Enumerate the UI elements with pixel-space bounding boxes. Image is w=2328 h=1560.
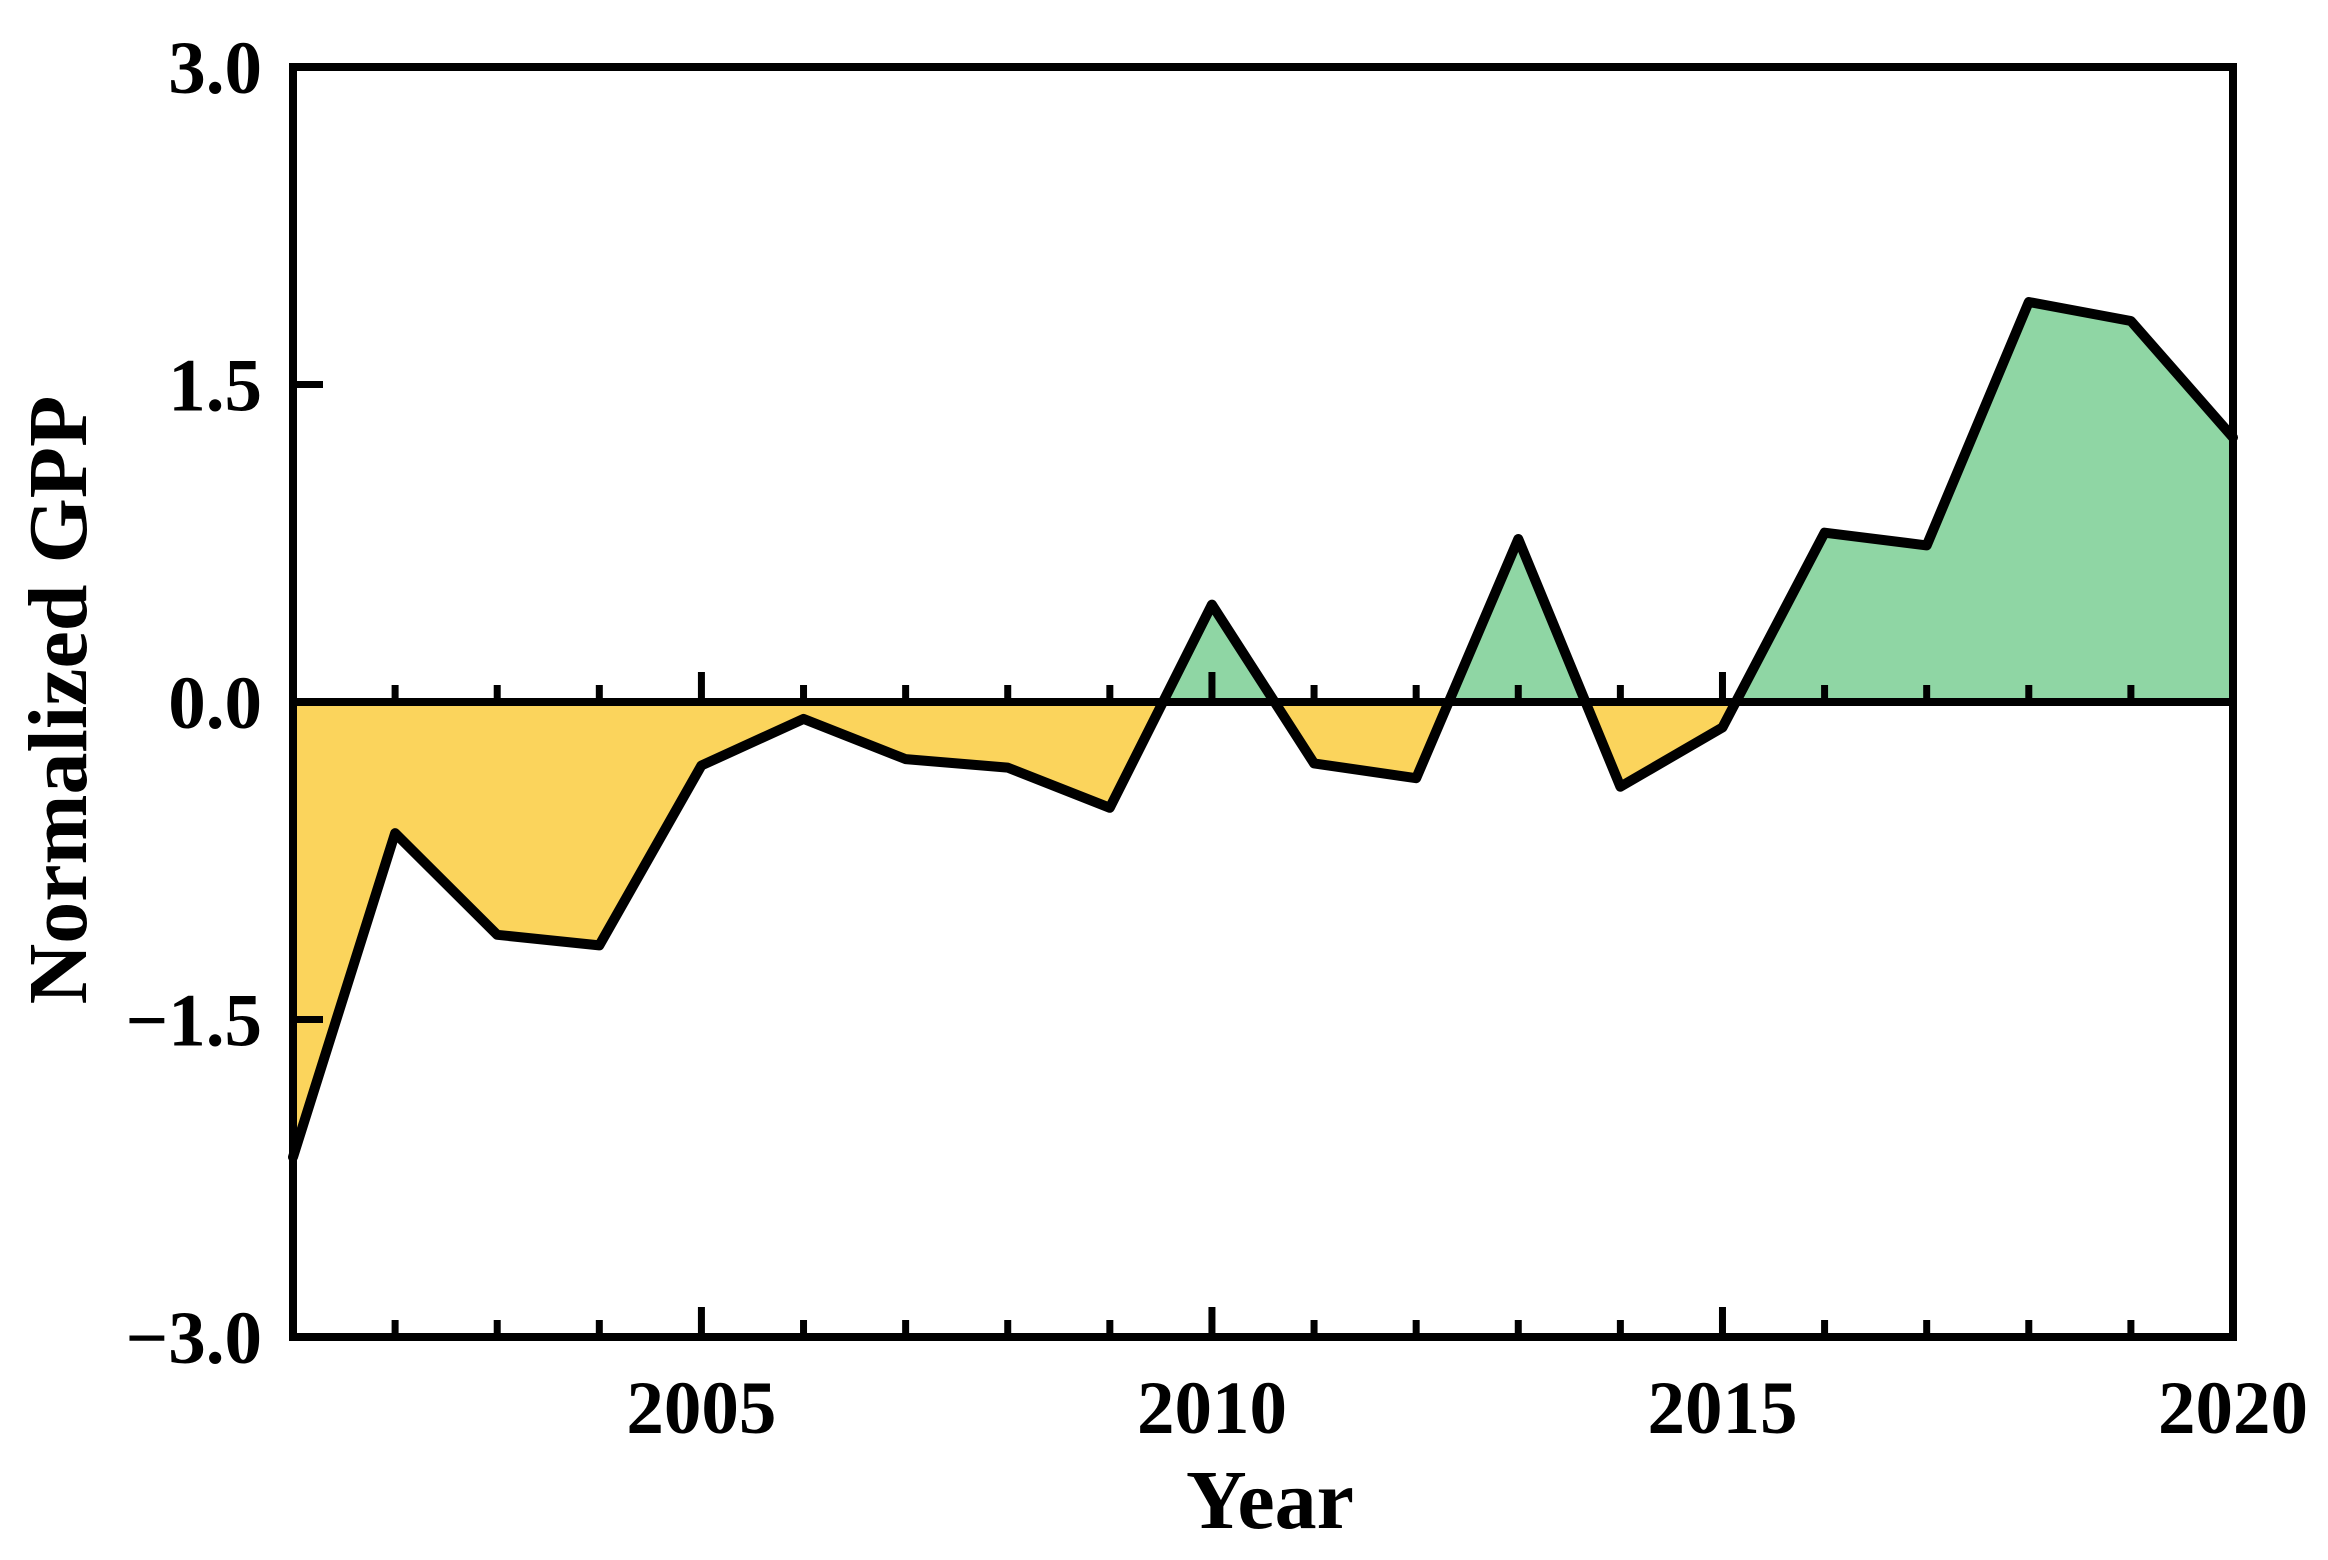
y-tick-label: 1.5 [168,345,262,428]
gpp-data-line [288,297,2238,1163]
positive-area-fill [293,302,2233,702]
x-tick-label: 2015 [1647,1367,1797,1450]
area-fills [293,302,2233,1158]
y-tick-label: 0.0 [168,662,262,745]
y-tick-label: −3.0 [126,1297,263,1380]
x-tick-label: 2020 [2158,1367,2308,1450]
x-tick-labels: 2005 2010 2015 2020 [626,1367,2308,1450]
y-tick-label: 3.0 [168,27,262,110]
plot-frame [289,63,2237,1341]
x-tick-label: 2010 [1137,1367,1287,1450]
x-tick-label: 2005 [626,1367,776,1450]
y-axis-title: Normalized GPP [12,396,105,1005]
negative-area-fill [293,702,2233,1158]
x-axis-title: Year [1186,1454,1354,1547]
y-tick-labels: 3.0 1.5 0.0 −1.5 −3.0 [126,27,263,1380]
y-tick-label: −1.5 [126,980,263,1063]
